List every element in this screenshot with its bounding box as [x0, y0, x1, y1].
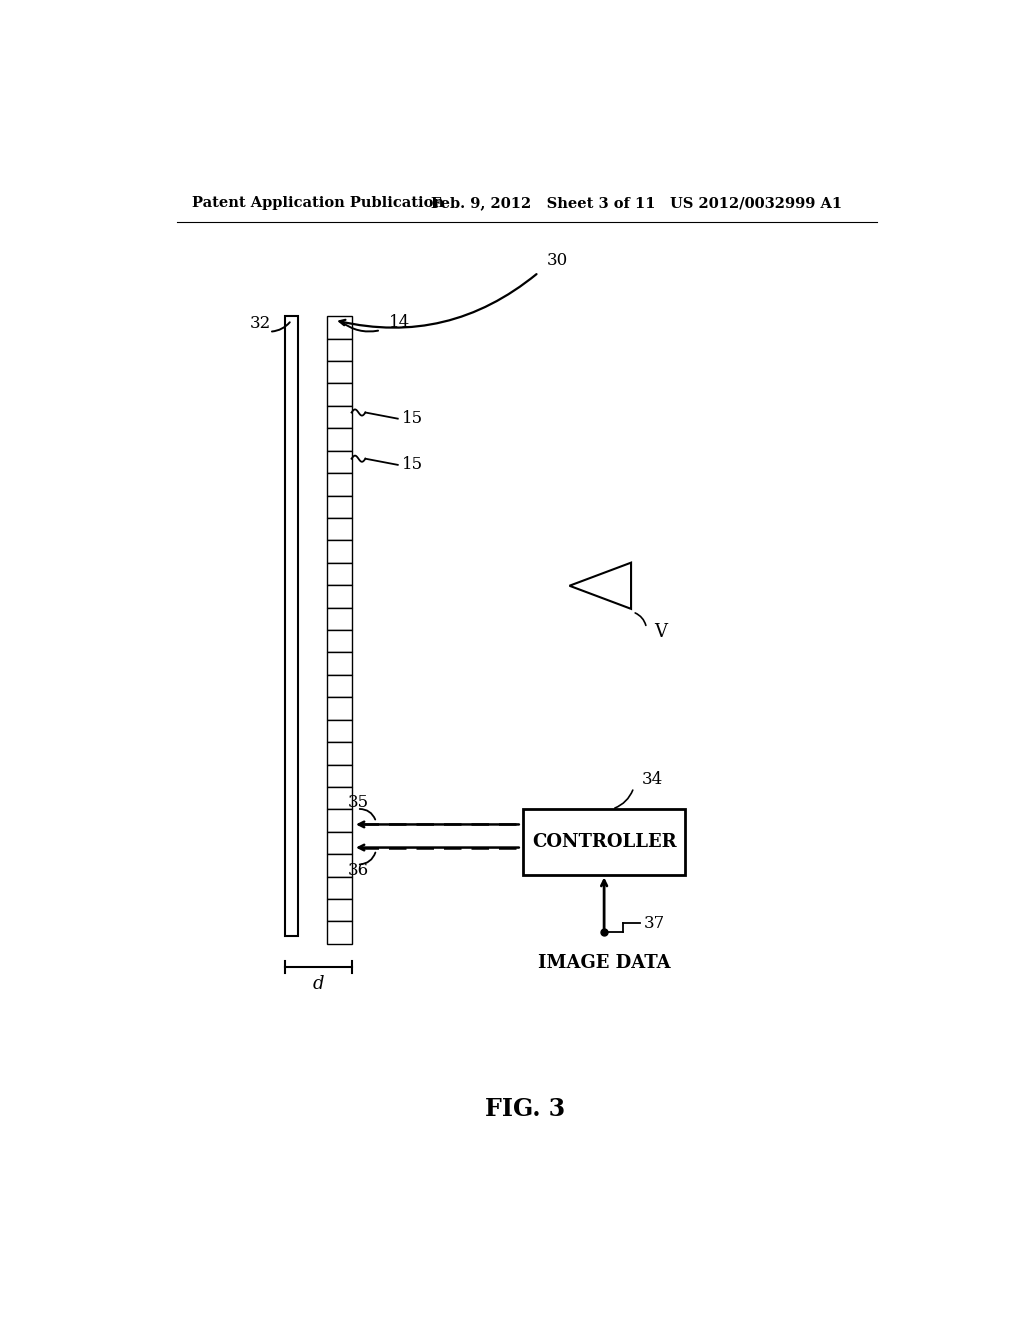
Bar — [327, 607, 351, 630]
Text: V: V — [654, 623, 668, 642]
Text: 30: 30 — [547, 252, 567, 269]
Bar — [327, 697, 351, 719]
Bar — [327, 719, 351, 742]
Bar — [285, 317, 298, 936]
Bar — [327, 652, 351, 675]
Text: US 2012/0032999 A1: US 2012/0032999 A1 — [670, 197, 842, 210]
Bar — [327, 764, 351, 787]
Bar — [327, 675, 351, 697]
Bar — [327, 473, 351, 495]
Text: 15: 15 — [401, 411, 423, 428]
Text: 35: 35 — [348, 795, 369, 812]
Text: 32: 32 — [250, 315, 271, 333]
Bar — [327, 562, 351, 585]
Bar — [327, 787, 351, 809]
Bar — [327, 854, 351, 876]
Text: 14: 14 — [388, 314, 410, 331]
Bar — [327, 384, 351, 407]
Text: FIG. 3: FIG. 3 — [484, 1097, 565, 1122]
Text: d: d — [312, 975, 324, 993]
Text: CONTROLLER: CONTROLLER — [531, 833, 677, 851]
Bar — [327, 899, 351, 921]
Bar — [327, 495, 351, 517]
Text: 15: 15 — [401, 457, 423, 474]
Bar — [327, 540, 351, 562]
Bar — [327, 450, 351, 473]
Bar — [327, 517, 351, 540]
Text: 34: 34 — [641, 771, 663, 788]
Bar — [327, 742, 351, 764]
Text: 37: 37 — [643, 915, 665, 932]
Bar — [327, 921, 351, 944]
Bar — [327, 832, 351, 854]
Text: IMAGE DATA: IMAGE DATA — [538, 954, 671, 972]
Bar — [327, 630, 351, 652]
Text: Patent Application Publication: Patent Application Publication — [193, 197, 444, 210]
Bar — [327, 585, 351, 607]
Bar — [327, 317, 351, 339]
Text: Feb. 9, 2012   Sheet 3 of 11: Feb. 9, 2012 Sheet 3 of 11 — [431, 197, 655, 210]
Bar — [327, 809, 351, 832]
Bar — [523, 809, 685, 875]
Text: 36: 36 — [348, 862, 369, 879]
Bar — [327, 362, 351, 384]
Bar — [327, 428, 351, 450]
Bar — [327, 876, 351, 899]
Bar — [327, 339, 351, 362]
Bar — [327, 407, 351, 428]
